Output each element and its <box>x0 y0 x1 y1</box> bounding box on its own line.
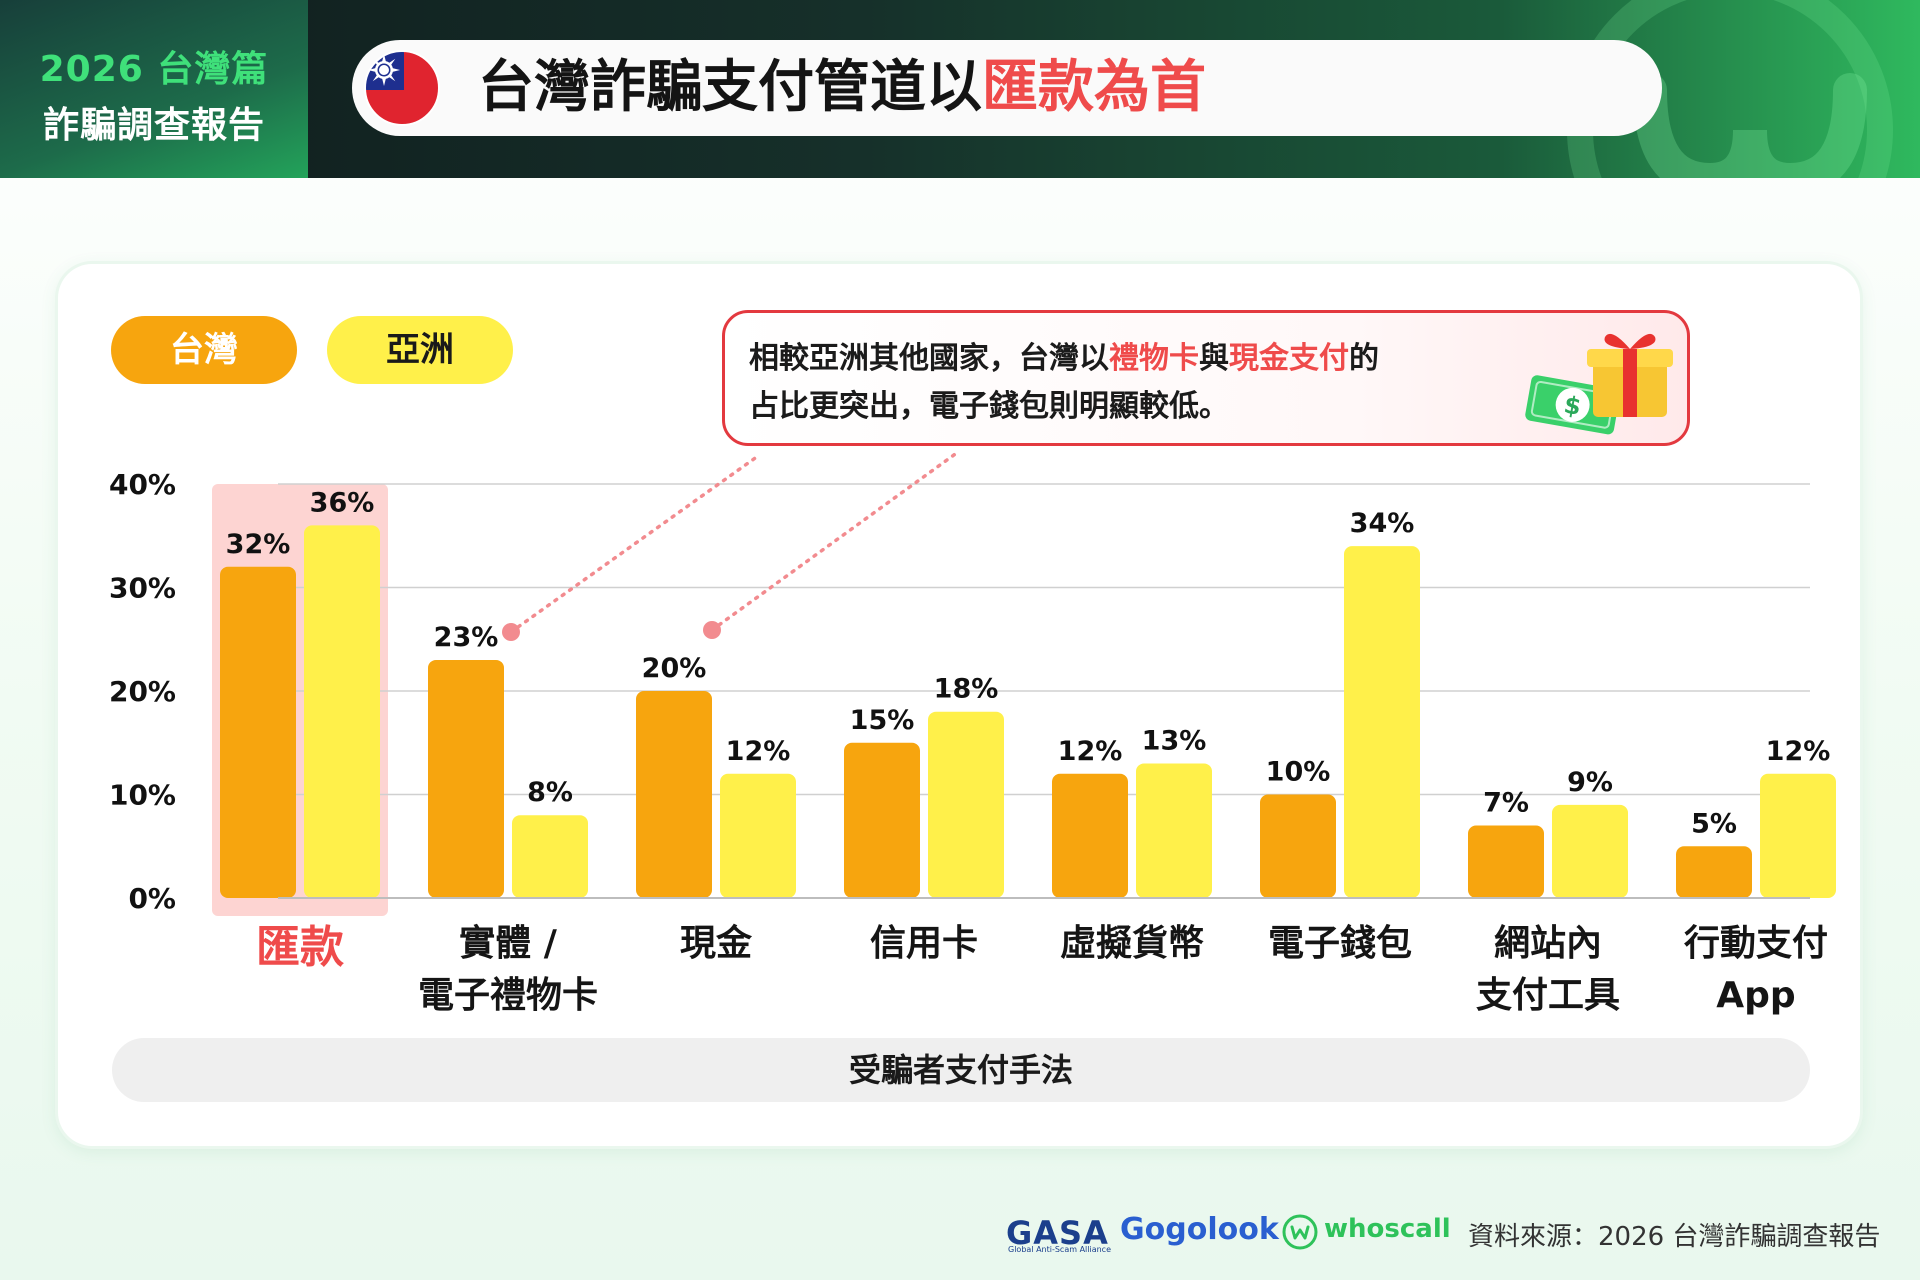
callout-text-line2: 占比更突出，電子錢包則明顯較低。 <box>749 389 1229 424</box>
page-title-highlight: 匯款為首 <box>982 55 1206 120</box>
gift-and-money-icon: $ <box>1525 333 1673 435</box>
svg-text:$: $ <box>1562 391 1583 421</box>
x-tick-label: 現金 <box>680 922 753 964</box>
bar-asia <box>1552 804 1628 898</box>
data-label-taiwan: 23% <box>434 622 499 653</box>
bar-taiwan <box>636 691 712 898</box>
data-label-asia: 34% <box>1350 508 1415 539</box>
data-label-taiwan: 15% <box>850 705 915 736</box>
gogolook-logo: Gogolook <box>1120 1212 1279 1247</box>
y-tick-label: 40% <box>109 468 176 501</box>
x-tick-label: 支付工具 <box>1476 975 1620 1016</box>
report-tag: 2026 台灣篇 詐騙調查報告 <box>0 0 308 178</box>
header-banner: 2026 台灣篇 詐騙調查報告 <box>0 0 1920 178</box>
bar-asia <box>928 711 1004 898</box>
legend-taiwan: 台灣 <box>111 316 297 384</box>
callout-connector-dot <box>703 621 721 639</box>
data-label-taiwan: 10% <box>1266 757 1331 788</box>
bar-asia <box>304 525 380 898</box>
y-tick-label: 10% <box>109 779 176 812</box>
source-note: 資料來源：2026 台灣詐騙調查報告 <box>1468 1222 1881 1252</box>
data-label-asia: 12% <box>1766 736 1831 767</box>
data-label-asia: 13% <box>1142 725 1207 756</box>
callout-highlight-giftcard: 禮物卡 <box>1109 341 1199 376</box>
title-pill: 台灣詐騙支付管道以匯款為首 <box>352 40 1662 136</box>
bar-taiwan <box>844 742 920 898</box>
callout-connector <box>509 454 760 634</box>
bar-asia <box>1344 546 1420 898</box>
legend-asia: 亞洲 <box>327 316 513 384</box>
x-axis-title-bar: 受騙者支付手法 <box>112 1038 1810 1102</box>
bar-taiwan <box>1052 773 1128 898</box>
callout-text-a: 相較亞洲其他國家，台灣以 <box>749 341 1109 376</box>
callout-box: 相較亞洲其他國家，台灣以禮物卡與現金支付的 占比更突出，電子錢包則明顯較低。 $ <box>722 310 1690 446</box>
data-label-asia: 8% <box>527 777 573 808</box>
x-tick-label: 網站內 <box>1494 923 1602 964</box>
x-axis-title: 受騙者支付手法 <box>848 1051 1073 1089</box>
taiwan-flag-icon <box>364 50 440 126</box>
whoscall-w-icon <box>1282 1214 1318 1250</box>
bar-taiwan <box>1676 846 1752 898</box>
callout-highlight-cash: 現金支付 <box>1229 341 1349 376</box>
report-year: 2026 台灣篇 <box>39 49 269 90</box>
page-title: 台灣詐騙支付管道以匯款為首 <box>478 40 1206 136</box>
data-label-asia: 9% <box>1567 767 1613 798</box>
x-tick-label: 虛擬貨幣 <box>1060 923 1204 964</box>
bar-taiwan <box>220 566 296 898</box>
data-label-taiwan: 20% <box>642 653 707 684</box>
bar-asia <box>1136 763 1212 898</box>
bar-asia <box>1760 773 1836 898</box>
data-label-taiwan: 7% <box>1483 788 1529 819</box>
data-label-taiwan: 12% <box>1058 736 1123 767</box>
y-tick-label: 0% <box>128 882 176 915</box>
bar-asia <box>512 815 588 898</box>
x-tick-label: 匯款 <box>256 922 344 973</box>
y-tick-label: 20% <box>109 675 176 708</box>
bar-taiwan <box>1260 794 1336 898</box>
bar-asia <box>720 773 796 898</box>
x-tick-label: 電子禮物卡 <box>418 975 598 1016</box>
x-tick-label: 行動支付 <box>1684 923 1828 964</box>
x-tick-label: App <box>1716 975 1795 1016</box>
callout-text: 相較亞洲其他國家，台灣以禮物卡與現金支付的 占比更突出，電子錢包則明顯較低。 <box>749 335 1529 431</box>
callout-text-b: 與 <box>1199 341 1229 376</box>
data-label-asia: 12% <box>726 736 791 767</box>
callout-text-c: 的 <box>1349 341 1379 376</box>
whoscall-logo: whoscall <box>1324 1214 1451 1244</box>
report-name: 詐騙調查報告 <box>42 105 265 146</box>
x-tick-label: 實體 / <box>459 922 558 964</box>
x-tick-label: 信用卡 <box>870 923 978 964</box>
bar-taiwan <box>1468 825 1544 898</box>
callout-connector <box>710 450 960 632</box>
data-label-asia: 36% <box>310 487 375 518</box>
callout-connector-dot <box>502 623 520 641</box>
data-label-asia: 18% <box>934 674 999 705</box>
gasa-logo: GASA <box>1006 1214 1109 1252</box>
page-title-main: 台灣詐騙支付管道以 <box>478 55 982 120</box>
bar-taiwan <box>428 659 504 898</box>
data-label-taiwan: 32% <box>226 529 291 560</box>
data-label-taiwan: 5% <box>1691 808 1737 839</box>
y-tick-label: 30% <box>109 572 176 605</box>
gasa-logo-subtitle: Global Anti-Scam Alliance <box>1008 1245 1111 1254</box>
x-tick-label: 電子錢包 <box>1268 923 1412 964</box>
